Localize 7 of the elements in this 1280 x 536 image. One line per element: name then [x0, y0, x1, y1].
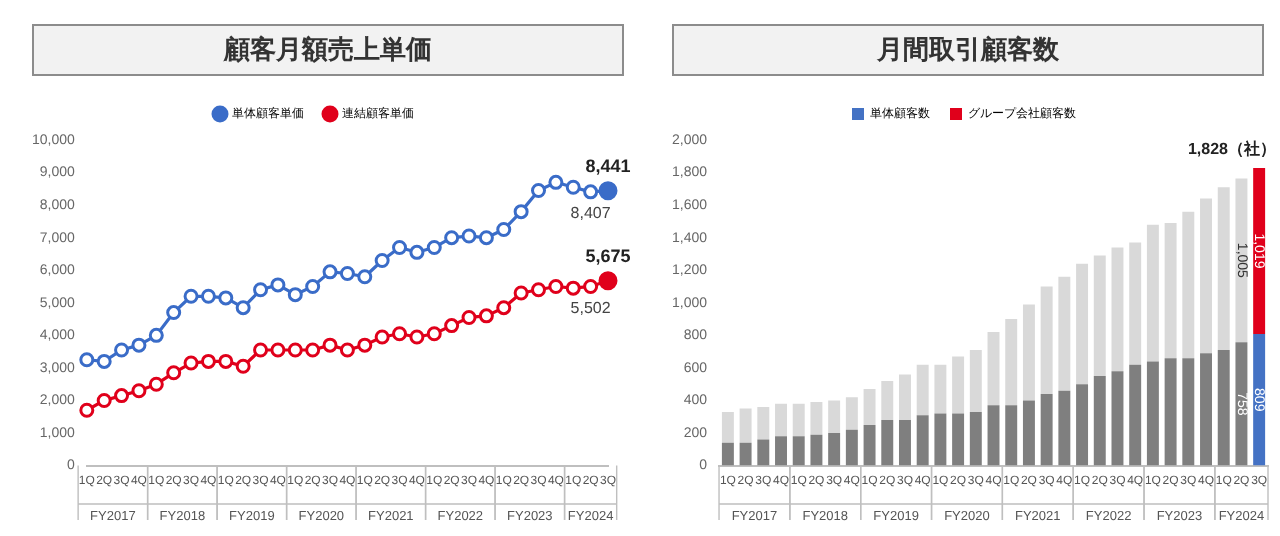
data-label: 8,441 [585, 155, 631, 176]
chart-title: 顧客月額売上単価 [32, 24, 624, 76]
data-label: 8,407 [570, 204, 612, 223]
total-label: 1,828（社） [1187, 140, 1276, 159]
data-label: 5,675 [585, 245, 631, 266]
data-label: 5,502 [570, 298, 612, 317]
chart-title: 月間取引顧客数 [672, 24, 1264, 76]
